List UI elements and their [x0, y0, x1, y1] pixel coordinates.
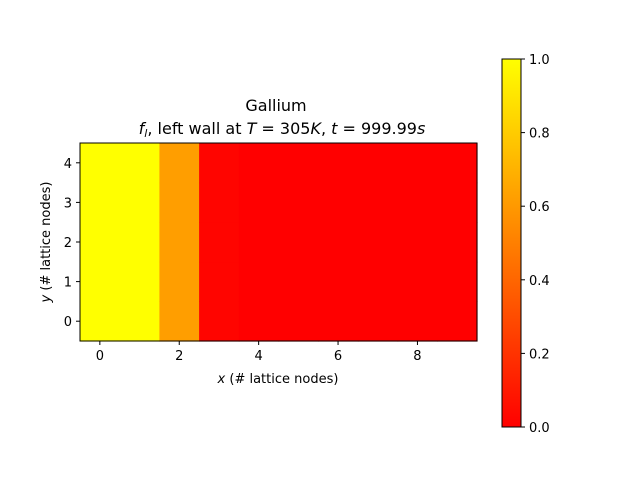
chart-subtitle: fl, left wall at T = 305K, t = 999.99s — [139, 119, 426, 140]
y-tick-label: 1 — [64, 276, 72, 291]
heatmap-cell — [437, 261, 478, 302]
heatmap-cell — [318, 143, 359, 184]
subtitle-K: K — [310, 119, 322, 138]
heatmap-cell — [199, 182, 240, 223]
heatmap-cell — [80, 222, 121, 263]
heatmap-cell — [238, 182, 280, 223]
heatmap-cell — [318, 182, 359, 223]
subtitle-sub: l — [144, 127, 147, 140]
colorbar-tick-label: 0.4 — [529, 274, 550, 289]
heatmap-cell — [437, 182, 478, 223]
heatmap-cell — [119, 301, 160, 342]
colorbar-tick-label: 0.0 — [529, 421, 550, 436]
heatmap-cell — [119, 182, 160, 223]
subtitle-T: T — [247, 119, 258, 138]
heatmap-cell — [159, 261, 200, 302]
heatmap-cell — [397, 182, 438, 223]
heatmap-cell — [278, 143, 319, 184]
y-tick-label: 3 — [64, 196, 72, 211]
heatmap-cell — [238, 261, 280, 302]
heatmap-cells — [80, 143, 478, 342]
colorbar-tick-label: 0.6 — [529, 200, 550, 215]
x-tick-label: 2 — [175, 349, 183, 364]
heatmap-cell — [159, 182, 200, 223]
subtitle-eq-t: = 999.99 — [337, 119, 417, 138]
heatmap-cell — [199, 143, 240, 184]
heatmap-cell — [199, 261, 240, 302]
heatmap-cell — [119, 222, 160, 263]
colorbar-tick-label: 0.8 — [529, 127, 550, 142]
heatmap-cell — [119, 143, 160, 184]
y-tick-label: 2 — [64, 236, 72, 251]
subtitle-part2: , — [321, 119, 331, 138]
heatmap-cell — [238, 301, 280, 342]
heatmap-cell — [278, 222, 319, 263]
heatmap-cell — [199, 301, 240, 342]
heatmap-cell — [238, 143, 280, 184]
x-tick-label: 6 — [334, 349, 342, 364]
x-tick-label: 8 — [413, 349, 421, 364]
colorbar-tick-label: 1.0 — [529, 53, 550, 68]
heatmap-cell — [357, 143, 399, 184]
heatmap-cell — [397, 301, 438, 342]
colorbar-ticks: 0.0 0.2 0.4 0.6 0.8 1.0 — [521, 53, 550, 436]
heatmap-cell — [357, 261, 399, 302]
colorbar — [501, 58, 522, 428]
heatmap-cell — [357, 182, 399, 223]
y-axis-label: y (# lattice nodes) — [39, 182, 54, 304]
heatmap-cell — [318, 222, 359, 263]
colorbar-tick-label: 0.2 — [529, 347, 550, 362]
heatmap-cell — [159, 301, 200, 342]
heatmap-cell — [318, 261, 359, 302]
y-axis-ticks: 0 1 2 3 4 — [64, 157, 80, 330]
heatmap-cell — [159, 222, 200, 263]
heatmap-cell — [199, 222, 240, 263]
chart-title: Gallium — [245, 96, 306, 115]
heatmap-cell — [357, 301, 399, 342]
heatmap-cell — [159, 143, 200, 184]
heatmap-cell — [437, 301, 478, 342]
heatmap-cell — [80, 301, 121, 342]
subtitle-eq-T: = 305 — [256, 119, 310, 138]
subtitle-f: f — [139, 119, 147, 138]
heatmap-cell — [119, 261, 160, 302]
x-tick-label: 0 — [96, 349, 104, 364]
heatmap-cell — [397, 261, 438, 302]
heatmap-cell — [278, 182, 319, 223]
subtitle-t: t — [331, 119, 338, 138]
heatmap-cell — [80, 143, 121, 184]
x-tick-label: 4 — [255, 349, 263, 364]
heatmap-cell — [278, 301, 319, 342]
x-axis-ticks: 0 2 4 6 8 — [96, 341, 422, 364]
heatmap-cell — [397, 143, 438, 184]
heatmap-cell — [437, 143, 478, 184]
heatmap-cell — [357, 222, 399, 263]
heatmap-cell — [238, 222, 280, 263]
heatmap-cell — [80, 261, 121, 302]
heatmap-cell — [318, 301, 359, 342]
y-tick-label: 4 — [64, 157, 72, 172]
subtitle-part1: , left wall at — [147, 119, 246, 138]
heatmap-cell — [278, 261, 319, 302]
subtitle-s: s — [417, 119, 425, 138]
heatmap-cell — [437, 222, 478, 263]
y-tick-label: 0 — [64, 315, 72, 330]
heatmap-cell — [397, 222, 438, 263]
x-axis-label: x (# lattice nodes) — [217, 372, 339, 387]
heatmap-cell — [80, 182, 121, 223]
